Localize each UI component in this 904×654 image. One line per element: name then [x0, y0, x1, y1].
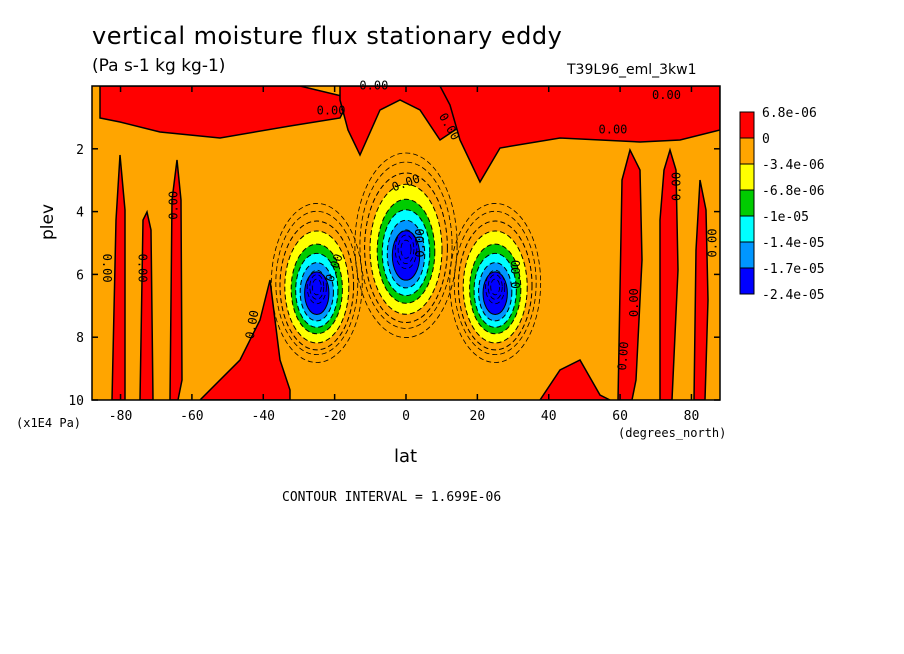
y-axis: 2 4 6 8 10 — [68, 143, 720, 409]
y-tick-label-4: 10 — [68, 394, 84, 409]
cell-0-ring-0 — [306, 269, 327, 305]
cell-1-outer-1 — [354, 152, 458, 338]
contour-label-11: 0.00 — [413, 229, 427, 258]
colorbar-label-0: 6.8e-06 — [762, 106, 817, 121]
spike-62n — [617, 147, 643, 400]
contour-label-4: 0.00 — [652, 88, 681, 102]
cell-0-ring-1 — [309, 274, 325, 300]
colorbar-label-3: -6.8e-06 — [762, 184, 825, 199]
colorbar-swatch-3 — [739, 189, 755, 217]
y-axis-unit: (x1E4 Pa) — [16, 416, 82, 430]
cell-1-ring-1 — [397, 234, 415, 264]
positive-regions — [99, 86, 720, 400]
spike-74s — [139, 209, 154, 400]
cell-1 — [354, 152, 458, 338]
cell-2-outer-0 — [453, 210, 537, 356]
colorbar-swatch-6 — [739, 267, 755, 295]
colorbar-swatch-4 — [739, 215, 755, 243]
cell-0-level-5 — [304, 271, 330, 315]
cell-2-ring-1 — [487, 274, 503, 300]
contour-label-1: 0.00 — [359, 79, 388, 93]
contour-label-12: 0.00 — [509, 260, 523, 289]
x-tick-label-4: 0 — [402, 409, 410, 424]
y-tick-label-0: 2 — [76, 143, 84, 158]
run-id: T39L96_eml_3kw1 — [567, 62, 697, 78]
cell-2 — [449, 203, 542, 363]
colorbar-label-1: 0 — [762, 132, 770, 147]
contour-label-7: 0.00 — [135, 254, 149, 283]
x-tick-label-5: 20 — [470, 409, 486, 424]
colorbar-swatch-2 — [739, 163, 755, 191]
cell-2-ring-0 — [485, 269, 506, 305]
y-tick-label-1: 4 — [76, 206, 84, 221]
colorbar-swatch-0 — [739, 111, 755, 139]
contour-label-16: 0.00 — [615, 341, 631, 371]
chart-units: (Pa s-1 kg kg-1) — [92, 56, 226, 76]
colorbar-label-6: -1.7e-05 — [762, 262, 825, 277]
colorbar: 6.8e-06 0 -3.4e-06 -6.8e-06 -1e-05 -1.4e-05 -1… — [739, 106, 825, 303]
colorbar-label-2: -3.4e-06 — [762, 158, 825, 173]
cell-0-ring-2 — [311, 278, 322, 296]
y-tick-label-2: 6 — [76, 268, 84, 283]
contour-label-8: 0.00 — [167, 191, 181, 220]
contour-interval: CONTOUR INTERVAL = 1.699E-06 — [282, 490, 502, 505]
bottom-bump-40s — [198, 279, 291, 400]
cell-2-outer-1 — [449, 203, 542, 363]
colorbar-label-4: -1e-05 — [762, 210, 809, 225]
cell-2-level-5 — [482, 271, 508, 315]
spike-73n — [659, 147, 679, 400]
cell-1-ring-2 — [400, 239, 412, 259]
x-tick-label-2: -40 — [252, 409, 275, 424]
contour-label-0: 0.00 — [317, 104, 346, 118]
x-tick-label-3: -20 — [323, 409, 346, 424]
x-tick-label-0: -80 — [109, 409, 132, 424]
spike-66s — [169, 159, 183, 400]
contour-label-5: 0.00 — [599, 122, 628, 136]
spike-84n — [693, 179, 709, 400]
x-tick-label-8: 80 — [684, 409, 700, 424]
bottom-right-lobe — [539, 359, 611, 400]
contour-label-13: 0.00 — [627, 288, 641, 317]
cell-0-outer-1 — [270, 203, 363, 363]
x-tick-label-6: 40 — [541, 409, 557, 424]
cell-2-ring-2 — [490, 278, 501, 296]
y-tick-label-3: 8 — [76, 331, 84, 346]
colorbar-label-5: -1.4e-05 — [762, 236, 825, 251]
cell-0 — [270, 203, 363, 363]
cell-1-ring-0 — [394, 229, 418, 270]
x-tick-label-7: 60 — [612, 409, 628, 424]
top-band-center-right — [439, 86, 720, 184]
plot-area — [92, 86, 720, 400]
contour-label-9: 0.00 — [243, 309, 262, 340]
colorbar-label-7: -2.4e-05 — [762, 288, 825, 303]
x-tick-label-1: -60 — [180, 409, 203, 424]
x-axis-unit: (degrees_north) — [618, 426, 727, 440]
chart-title: vertical moisture flux stationary eddy — [92, 22, 563, 50]
colorbar-swatch-1 — [739, 137, 755, 165]
x-axis: -80 -60 -40 -20 0 20 40 60 80 — [109, 86, 699, 424]
contour-label-6: 0.00 — [100, 254, 114, 283]
contour-label-15: 0.00 — [705, 229, 719, 258]
colorbar-swatch-5 — [739, 241, 755, 269]
x-axis-label: lat — [394, 446, 418, 467]
cell-0-outer-0 — [275, 210, 359, 356]
spike-83s — [111, 154, 126, 400]
negative-cells — [270, 152, 542, 363]
contour-label-14: 0.00 — [670, 172, 684, 201]
cell-1-outer-0 — [359, 161, 453, 329]
top-band-left — [99, 86, 352, 139]
